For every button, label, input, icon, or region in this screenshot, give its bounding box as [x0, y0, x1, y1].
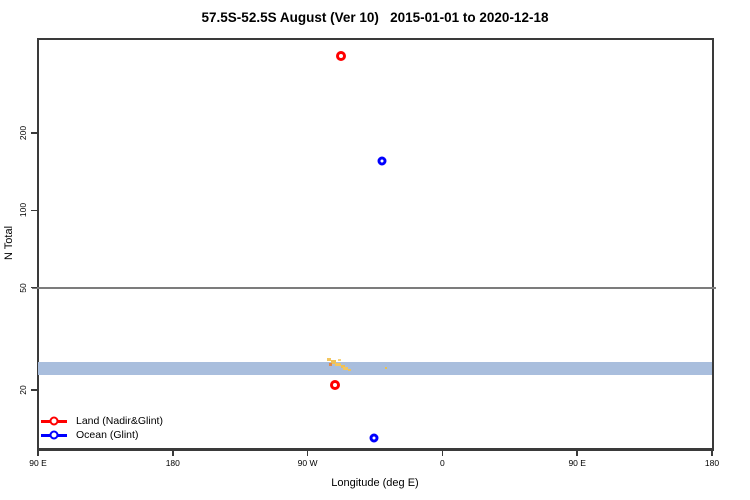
open-circle-icon	[49, 416, 59, 426]
x-tick-label: 90 E	[29, 458, 47, 468]
speck	[329, 362, 333, 366]
speck	[338, 358, 342, 361]
legend-item-land: Land (Nadir&Glint)	[41, 414, 163, 428]
open-circle-icon	[49, 430, 59, 440]
legend: Land (Nadir&Glint) Ocean (Glint)	[41, 414, 163, 442]
data-point-ocean	[369, 433, 378, 443]
chart-title: 57.5S-52.5S August (Ver 10) 2015-01-01 t…	[201, 10, 549, 25]
x-tick-mark	[441, 450, 444, 456]
x-tick-label: 90 W	[297, 458, 318, 468]
speck	[348, 369, 352, 372]
speck	[340, 364, 345, 368]
x-tick-label: 0	[440, 458, 445, 468]
data-point-land	[335, 50, 346, 61]
x-tick-label: 180	[704, 458, 720, 468]
x-tick-mark	[172, 450, 174, 456]
legend-label-ocean: Ocean (Glint)	[76, 429, 139, 441]
highlight-band	[38, 362, 712, 376]
y-tick-mark	[31, 286, 37, 289]
reference-line	[32, 286, 716, 289]
speck	[330, 360, 336, 365]
speck	[385, 367, 388, 370]
legend-marker-ocean	[41, 428, 67, 442]
data-point-ocean	[377, 156, 387, 166]
x-tick-mark	[37, 450, 39, 456]
x-tick-mark	[711, 450, 713, 456]
y-tick-mark	[31, 389, 37, 391]
legend-item-ocean: Ocean (Glint)	[41, 428, 163, 442]
data-point-land	[329, 379, 340, 390]
x-tick-mark	[306, 450, 309, 456]
y-tick-mark	[31, 209, 37, 212]
x-axis-title: Longitude (deg E)	[331, 477, 419, 489]
x-tick-mark	[576, 450, 578, 456]
speck	[335, 362, 341, 366]
plot-area	[37, 38, 714, 451]
speck	[327, 358, 332, 362]
y-tick-mark	[31, 132, 37, 134]
legend-label-land: Land (Nadir&Glint)	[76, 415, 163, 427]
x-tick-label: 180	[165, 458, 180, 468]
legend-marker-land	[41, 414, 67, 428]
speck	[343, 366, 349, 370]
x-tick-label: 90 E	[568, 458, 586, 468]
